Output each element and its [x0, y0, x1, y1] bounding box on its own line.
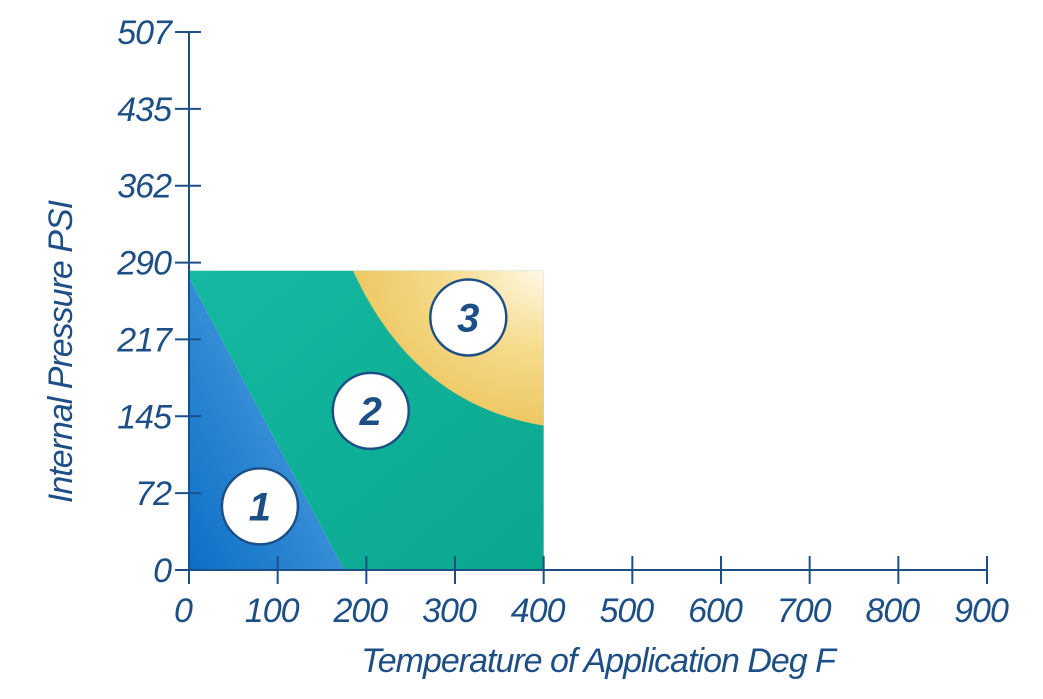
x-tick-label: 200 [332, 592, 388, 630]
zone-labels-layer: 1 2 3 [220, 278, 508, 546]
zone-2-label: 2 [359, 390, 382, 434]
y-tick-label: 217 [116, 321, 173, 359]
y-tick-label: 362 [117, 168, 172, 206]
x-tick-label: 100 [245, 592, 300, 630]
y-tick-label: 145 [117, 398, 172, 436]
x-tick-label: 700 [777, 592, 832, 630]
x-tick-label: 400 [511, 592, 566, 630]
zone-1-marker: 1 [220, 467, 300, 546]
zone-1-label: 1 [249, 485, 271, 529]
zone-2-marker: 2 [331, 371, 411, 451]
x-tick-label: 800 [865, 592, 920, 630]
zone-1-circle [220, 467, 300, 546]
y-tick-label: 435 [117, 91, 172, 129]
y-axis-title: Internal Pressure PSI [42, 199, 80, 503]
y-tick-label: 72 [135, 475, 172, 513]
zone-3-label: 3 [457, 296, 479, 340]
zone-3-marker: 3 [429, 278, 508, 357]
x-tick-label: 0 [174, 592, 193, 630]
zone-3-circle [429, 278, 508, 357]
y-tick-label: 290 [116, 245, 172, 283]
x-tick-label: 600 [688, 592, 743, 630]
x-tick-label: 500 [599, 592, 654, 630]
zone-2-circle [331, 371, 411, 451]
x-axis-title: Temperature of Application Deg F [361, 642, 838, 680]
x-tick-label: 300 [422, 592, 477, 630]
y-tick-label: 0 [153, 552, 172, 590]
axes-layer: 0 72 145 217 290 362 435 507 0 100 200 300 400 500 600… [42, 14, 1010, 680]
y-tick-label: 507 [117, 14, 173, 52]
x-tick-label: 900 [954, 592, 1009, 630]
